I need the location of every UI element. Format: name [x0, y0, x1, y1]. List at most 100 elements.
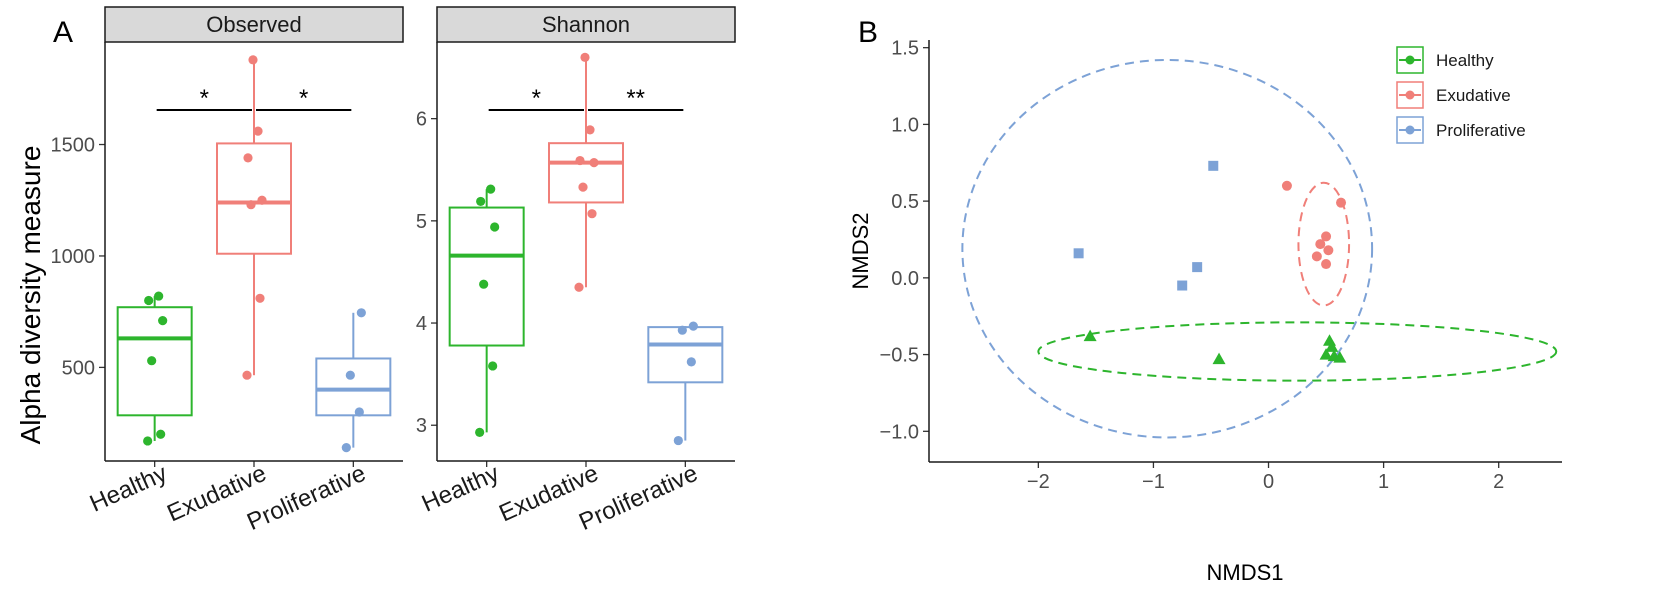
shannon-box [647, 326, 724, 384]
observed-data-point [356, 308, 366, 318]
observed-data-point [144, 295, 154, 306]
observed-data-point [345, 370, 355, 380]
shannon-y-tick-label: 4 [416, 313, 427, 335]
nmds-y-tick-label: −0.5 [880, 345, 919, 367]
observed-data-point [248, 55, 258, 65]
observed-significance-label: * [200, 85, 209, 112]
shannon-category-label: Healthy [418, 460, 503, 518]
healthy-point [1323, 334, 1337, 346]
shannon-data-point [479, 279, 489, 289]
observed-data-point [341, 443, 351, 453]
exudative-point [1321, 259, 1332, 270]
shannon-data-point [476, 196, 486, 207]
nmds-x-tick-label: −1 [1142, 471, 1165, 493]
panel-b-letter: B [858, 16, 878, 49]
observed-data-point [143, 436, 153, 446]
exudative-point [1321, 231, 1332, 242]
observed-y-tick-label: 1500 [51, 135, 96, 157]
nmds-panel: −2 −1 0 1 2−1.0−0.50.00.51.01.5 NMDS1 NMDS2 … [848, 38, 1562, 585]
proliferative-legend-label: Proliferative [1436, 121, 1526, 140]
healthy-legend-label: Healthy [1436, 51, 1494, 70]
shannon-data-point [589, 157, 599, 168]
observed-box [315, 357, 392, 417]
shannon-strip-label: Shannon [542, 12, 630, 37]
shannon-data-point [677, 325, 687, 335]
shannon-data-point [585, 125, 595, 135]
exudative-point [1281, 180, 1292, 191]
shannon-box [548, 142, 624, 204]
exudative-point [1336, 197, 1347, 208]
shannon-data-point [587, 209, 597, 219]
nmds-y-tick-label: −1.0 [880, 421, 919, 443]
shannon-data-point [686, 357, 696, 367]
nmds-x-tick-label: −2 [1027, 471, 1050, 493]
proliferative-point [1177, 280, 1188, 291]
nmds-y-tick-label: 1.5 [891, 38, 919, 60]
exudative-legend-label: Exudative [1436, 86, 1511, 105]
shannon-y-tick-label: 3 [416, 415, 427, 437]
observed-strip [104, 6, 404, 43]
healthy-point [1319, 348, 1333, 360]
exudative-ellipse [1297, 181, 1351, 307]
exudative-point [1311, 251, 1322, 262]
nmds-x-tick-label: 0 [1263, 471, 1274, 493]
shannon-data-point [578, 182, 588, 192]
shannon-data-point [673, 435, 683, 446]
observed-data-point [243, 153, 253, 163]
proliferative-point [1192, 262, 1203, 273]
shannon-strip [436, 6, 736, 43]
shannon-data-point [488, 361, 498, 371]
shannon-box [448, 206, 525, 347]
panel-a-letter: A [53, 16, 73, 49]
healthy-point [1325, 340, 1339, 352]
healthy-point [1083, 329, 1097, 342]
healthy-point [1212, 352, 1226, 365]
shannon-significance-label: ** [626, 85, 645, 112]
nmds-y-axis-title: NMDS2 [848, 212, 873, 289]
shannon-panel: Shannon 3456HealthyExudativeProliferativ… [416, 6, 736, 536]
observed-data-point [253, 126, 263, 136]
shannon-data-point [475, 427, 485, 437]
nmds-legend: Healthy Exudative Proliferative [1396, 46, 1526, 144]
observed-category-label: Healthy [86, 460, 171, 518]
observed-data-point [147, 356, 157, 366]
nmds-y-tick-label: 0.0 [891, 268, 919, 290]
exudative-legend-marker [1405, 90, 1415, 100]
shannon-y-tick-label: 6 [416, 109, 427, 131]
observed-strip-label: Observed [206, 12, 301, 37]
observed-data-point [354, 407, 364, 417]
shannon-significance-label: * [532, 85, 541, 112]
shannon-data-point [688, 321, 698, 331]
healthy-point [1333, 351, 1347, 363]
shannon-data-point [575, 155, 585, 166]
observed-data-point [158, 315, 168, 326]
proliferative-legend-marker [1405, 125, 1415, 135]
observed-data-point [242, 370, 252, 380]
shannon-data-point [486, 184, 496, 194]
proliferative-point [1208, 160, 1219, 171]
observed-data-point [154, 291, 164, 301]
nmds-x-axis-title: NMDS1 [1206, 560, 1283, 585]
nmds-y-tick-label: 1.0 [891, 114, 919, 136]
proliferative-ellipse [961, 58, 1374, 439]
shannon-y-tick-label: 5 [416, 211, 427, 233]
observed-panel: Observed 50010001500HealthyExudativeProl… [51, 6, 404, 536]
observed-significance-label: * [299, 85, 308, 112]
observed-box [216, 142, 292, 255]
nmds-x-tick-label: 2 [1493, 471, 1504, 493]
shannon-data-point [580, 52, 590, 62]
shannon-data-point [574, 282, 584, 292]
observed-y-tick-label: 500 [62, 357, 95, 379]
nmds-y-tick-label: 0.5 [891, 191, 919, 213]
healthy-legend-marker [1405, 55, 1415, 65]
observed-data-point [156, 429, 166, 439]
nmds-x-tick-label: 1 [1378, 471, 1389, 493]
shannon-data-point [490, 222, 500, 232]
observed-data-point [246, 200, 256, 210]
observed-data-point [257, 195, 267, 205]
exudative-point [1323, 245, 1334, 256]
alpha-y-axis-title: Alpha diversity measure [15, 146, 46, 445]
observed-data-point [255, 293, 265, 303]
healthy-ellipse [1037, 321, 1558, 382]
